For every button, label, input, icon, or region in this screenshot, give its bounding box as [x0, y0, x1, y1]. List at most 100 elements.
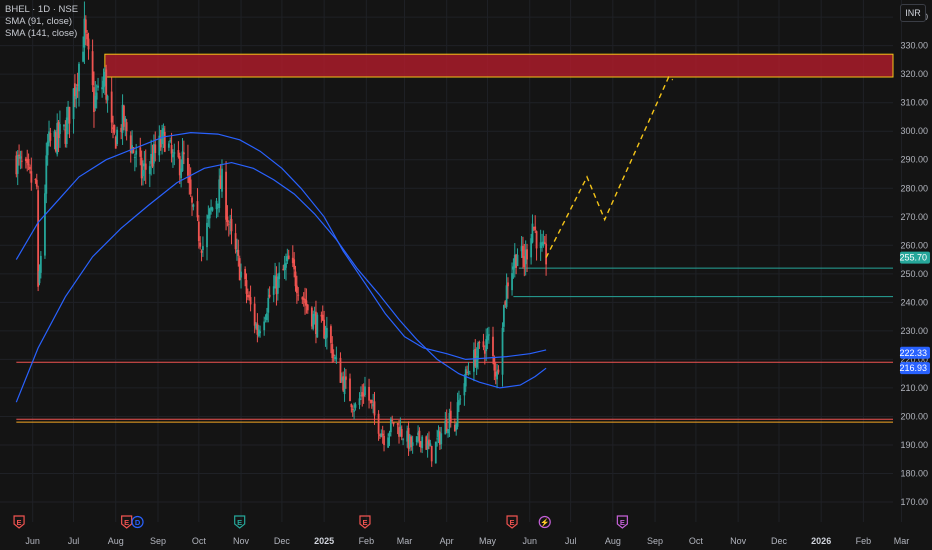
candle-body: [180, 168, 183, 179]
candle: [486, 327, 489, 350]
event-marker[interactable]: E: [13, 515, 25, 529]
candle-body: [351, 409, 354, 410]
candle-body: [453, 424, 456, 431]
candle: [285, 253, 287, 281]
candle-body: [330, 326, 332, 343]
candle-body: [402, 439, 405, 441]
candle-body: [197, 221, 200, 242]
candle-body: [38, 270, 41, 284]
candle-body: [94, 95, 97, 109]
candle: [505, 273, 508, 309]
currency-button[interactable]: INR: [900, 4, 926, 22]
event-letter: E: [620, 518, 625, 527]
candle-body: [278, 272, 281, 280]
x-tick-label: Feb: [856, 536, 872, 546]
candle: [221, 159, 223, 198]
candle-body: [114, 136, 117, 149]
candle-body: [24, 158, 27, 162]
candle: [543, 235, 546, 245]
candle: [282, 264, 285, 271]
candle: [482, 333, 485, 351]
candle: [512, 258, 515, 279]
candle: [304, 287, 306, 315]
event-marker[interactable]: E: [121, 515, 133, 529]
candle: [488, 326, 490, 344]
candle: [396, 422, 399, 435]
event-marker[interactable]: E: [359, 515, 371, 529]
candle-body: [523, 256, 526, 267]
candle-body: [159, 138, 162, 148]
candle-body: [391, 420, 394, 421]
event-marker[interactable]: ⚡: [538, 515, 551, 529]
candle-body: [162, 128, 165, 134]
candle: [103, 67, 106, 95]
candle-body: [339, 357, 342, 383]
candle-body: [245, 280, 248, 294]
x-tick-label: 2025: [314, 536, 334, 546]
candle-body: [35, 179, 38, 187]
candle: [444, 411, 447, 435]
candle: [129, 131, 132, 163]
candle-body: [229, 221, 232, 223]
candle: [387, 433, 390, 449]
candle: [158, 125, 161, 162]
candle: [20, 150, 23, 169]
candle: [240, 263, 242, 289]
candle-body: [502, 305, 505, 327]
candle-body: [507, 282, 509, 287]
sma-91-label[interactable]: SMA (91, close): [5, 16, 73, 27]
candle: [545, 233, 547, 276]
candle-body: [418, 430, 421, 442]
candle: [493, 355, 496, 381]
event-letter: E: [17, 518, 22, 527]
candle: [207, 205, 210, 227]
event-marker[interactable]: E: [234, 515, 246, 529]
candle-body: [343, 377, 346, 395]
candle: [142, 160, 144, 186]
event-marker[interactable]: E: [506, 515, 518, 529]
split-icon: [538, 515, 551, 529]
candle-body: [463, 383, 466, 396]
candle-body: [541, 243, 543, 245]
candle: [464, 366, 467, 392]
candle: [97, 77, 99, 91]
sma-141-label[interactable]: SMA (141, close): [5, 28, 78, 39]
y-tick-label: 170.00: [900, 497, 928, 507]
event-marker[interactable]: E: [616, 515, 628, 529]
price-badge-text: 222.33: [899, 348, 927, 358]
event-marker[interactable]: D: [131, 515, 144, 529]
candle-body: [320, 314, 323, 317]
candle-body: [468, 373, 471, 375]
candle: [163, 125, 166, 153]
candle: [358, 392, 361, 410]
candle-body: [46, 141, 49, 156]
candle-body: [200, 250, 203, 253]
candle-body: [148, 166, 151, 174]
candle-body: [264, 317, 267, 319]
symbol-title[interactable]: BHEL · 1D · NSE: [5, 4, 79, 15]
candle: [162, 123, 165, 148]
candle: [56, 113, 59, 157]
x-tick-label: Apr: [440, 536, 454, 546]
candle-body: [486, 335, 489, 341]
candle-body: [511, 273, 513, 291]
candle: [253, 296, 256, 334]
candle: [283, 255, 286, 279]
candle-body: [283, 263, 286, 271]
candle: [76, 72, 79, 98]
candle-body: [447, 429, 449, 434]
candle-body: [332, 354, 335, 357]
candle: [501, 322, 504, 387]
event-letter: E: [510, 518, 515, 527]
candle: [200, 249, 203, 262]
candle: [399, 417, 402, 437]
candle: [351, 405, 354, 417]
candle: [45, 142, 48, 204]
candle: [177, 141, 180, 159]
candle: [425, 435, 428, 450]
candle: [474, 339, 477, 368]
candle: [206, 214, 208, 261]
event-letter: ⚡: [540, 518, 549, 527]
candle: [437, 425, 440, 444]
